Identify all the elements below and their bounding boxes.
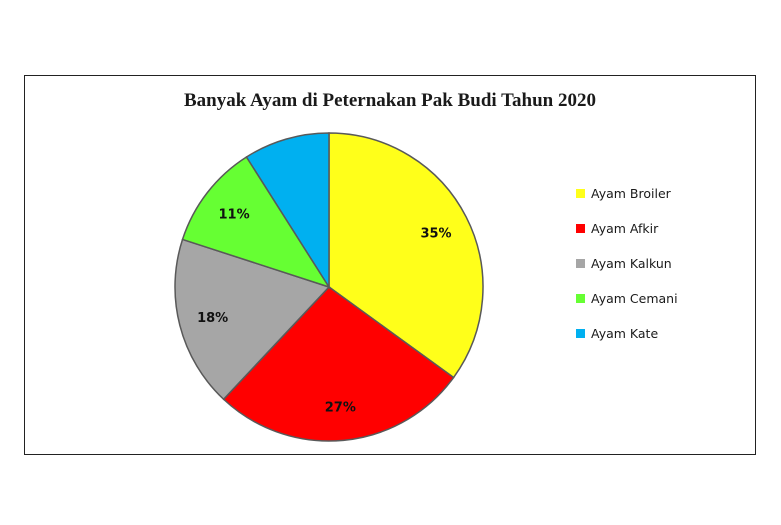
legend-item-ayam-cemani: Ayam Cemani bbox=[576, 281, 678, 316]
slice-label-ayam-cemani: 11% bbox=[219, 207, 250, 222]
pie-chart: 35% 27% 18% 11% bbox=[174, 132, 484, 442]
pie-slice-ayam-broiler bbox=[328, 132, 484, 379]
pie-slice-ayam-cemani bbox=[181, 155, 331, 289]
legend-label: Ayam Kate bbox=[591, 326, 659, 341]
pie-slice-ayam-kate bbox=[245, 132, 330, 290]
legend: Ayam Broiler Ayam Afkir Ayam Kalkun Ayam Ce… bbox=[576, 176, 678, 351]
slice-label-ayam-kalkun: 18% bbox=[197, 311, 228, 326]
legend-label: Ayam Kalkun bbox=[591, 256, 672, 271]
legend-swatch bbox=[576, 189, 585, 198]
legend-item-ayam-afkir: Ayam Afkir bbox=[576, 211, 678, 246]
legend-item-ayam-broiler: Ayam Broiler bbox=[576, 176, 678, 211]
legend-swatch bbox=[576, 294, 585, 303]
chart-title: Banyak Ayam di Peternakan Pak Budi Tahun… bbox=[184, 90, 596, 111]
legend-label: Ayam Broiler bbox=[591, 186, 671, 201]
legend-item-ayam-kate: Ayam Kate bbox=[576, 316, 678, 351]
legend-item-ayam-kalkun: Ayam Kalkun bbox=[576, 246, 678, 281]
slice-label-ayam-afkir: 27% bbox=[325, 401, 356, 416]
legend-label: Ayam Afkir bbox=[591, 221, 659, 236]
legend-label: Ayam Cemani bbox=[591, 291, 678, 306]
legend-swatch bbox=[576, 259, 585, 268]
slice-label-ayam-broiler: 35% bbox=[420, 226, 451, 241]
legend-swatch bbox=[576, 329, 585, 338]
legend-swatch bbox=[576, 224, 585, 233]
pie-slice-ayam-kalkun bbox=[174, 238, 331, 401]
pie-slice-ayam-afkir bbox=[222, 286, 455, 442]
chart-frame: Banyak Ayam di Peternakan Pak Budi Tahun… bbox=[24, 75, 756, 455]
